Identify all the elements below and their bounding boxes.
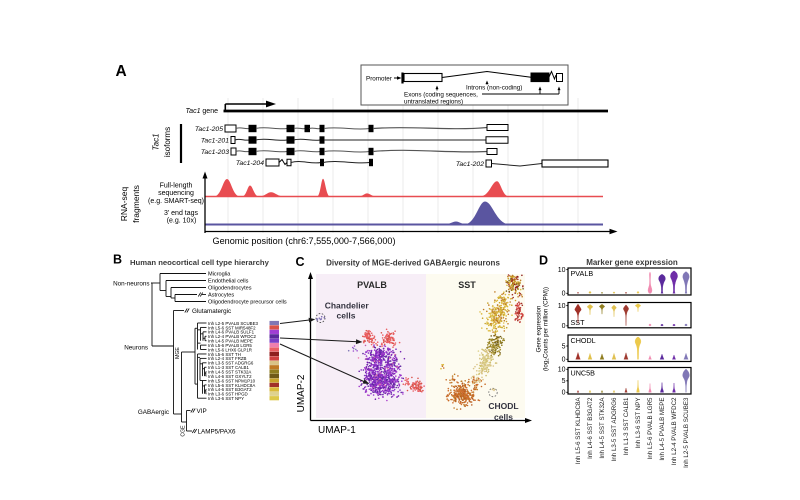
svg-text:Promoter: Promoter bbox=[366, 76, 392, 83]
svg-text:Inh L3-6 SST NPY: Inh L3-6 SST NPY bbox=[208, 396, 244, 401]
svg-text:RNA-seq: RNA-seq bbox=[119, 186, 129, 221]
svg-text:Astrocytes: Astrocytes bbox=[208, 293, 234, 299]
svg-text:UNC5B: UNC5B bbox=[571, 369, 596, 378]
svg-text:GABAergic: GABAergic bbox=[138, 409, 169, 416]
svg-text:10: 10 bbox=[558, 267, 566, 274]
svg-text:10: 10 bbox=[558, 303, 566, 310]
svg-text:0: 0 bbox=[562, 323, 566, 330]
svg-text:Gene expression: Gene expression bbox=[536, 305, 543, 352]
svg-text:Inh L4-5 SST STK32A: Inh L4-5 SST STK32A bbox=[599, 397, 606, 459]
svg-text:0: 0 bbox=[562, 291, 566, 298]
svg-text:Diversity of MGE-derived GABAe: Diversity of MGE-derived GABAergic neuro… bbox=[326, 259, 500, 268]
svg-text:Inh L3-6 SST NPY: Inh L3-6 SST NPY bbox=[635, 398, 642, 449]
svg-text:Full-length: Full-length bbox=[160, 182, 193, 189]
svg-text:fragments: fragments bbox=[131, 185, 141, 223]
svg-text:0: 0 bbox=[562, 390, 566, 397]
svg-text:Inh L2-4 PVALB WFDC2: Inh L2-4 PVALB WFDC2 bbox=[671, 397, 678, 465]
svg-text:Tac1 gene: Tac1 gene bbox=[186, 108, 219, 115]
svg-text:Inh L4-5 PVALB MEPE: Inh L4-5 PVALB MEPE bbox=[659, 398, 666, 461]
svg-text:cells: cells bbox=[337, 311, 356, 321]
svg-text:Chandelier: Chandelier bbox=[325, 301, 370, 311]
svg-text:Glutamatergic: Glutamatergic bbox=[192, 308, 231, 315]
svg-text:Tac1: Tac1 bbox=[152, 133, 161, 150]
svg-text:MGE: MGE bbox=[175, 347, 181, 359]
svg-text:C: C bbox=[296, 255, 305, 269]
svg-text:10: 10 bbox=[558, 367, 566, 374]
svg-text:Tac1-205: Tac1-205 bbox=[195, 126, 223, 133]
svg-text:Tac1-202: Tac1-202 bbox=[456, 161, 484, 168]
svg-text:Inh L3-5 SST ADGRG6: Inh L3-5 SST ADGRG6 bbox=[611, 397, 618, 461]
svg-text:CGE: CGE bbox=[180, 425, 186, 437]
svg-text:Inh L4-6 SST GXYLT2: Inh L4-6 SST GXYLT2 bbox=[208, 374, 252, 379]
svg-text:Inh L2-4 PVALB WFDC2: Inh L2-4 PVALB WFDC2 bbox=[208, 334, 257, 339]
svg-text:Inh L2-4 SST FRZB: Inh L2-4 SST FRZB bbox=[208, 356, 247, 361]
svg-text:Tac1-204: Tac1-204 bbox=[236, 160, 264, 167]
svg-text:Oligodendrocytes: Oligodendrocytes bbox=[208, 286, 252, 292]
svg-text:cells: cells bbox=[494, 412, 513, 422]
svg-text:Inh L5-6 SST KLHDC8A: Inh L5-6 SST KLHDC8A bbox=[575, 397, 582, 464]
svg-text:Human neocortical cell type hi: Human neocortical cell type hierarchy bbox=[130, 258, 270, 267]
svg-text:Inh L5-6 PVALB LGR5: Inh L5-6 PVALB LGR5 bbox=[208, 343, 252, 348]
svg-text:(e.g. 10x): (e.g. 10x) bbox=[167, 217, 197, 224]
svg-text:CHODL: CHODL bbox=[571, 336, 596, 345]
svg-text:isoforms: isoforms bbox=[163, 127, 172, 157]
svg-text:VIP: VIP bbox=[197, 408, 207, 415]
svg-text:sequencing: sequencing bbox=[158, 190, 194, 197]
svg-text:UMAP-1: UMAP-1 bbox=[318, 425, 356, 436]
svg-text:Introns (non-coding): Introns (non-coding) bbox=[466, 85, 522, 92]
svg-text:Inh L5-6 SST NPM1P10: Inh L5-6 SST NPM1P10 bbox=[208, 378, 256, 383]
svg-text:Inh L3-5 SST ADGRG6: Inh L3-5 SST ADGRG6 bbox=[208, 361, 254, 366]
svg-text:Inh L3-6 SST HPGD: Inh L3-6 SST HPGD bbox=[208, 392, 248, 397]
svg-text:5: 5 bbox=[562, 343, 566, 350]
svg-text:Tac1-201: Tac1-201 bbox=[201, 137, 229, 144]
svg-text:Inh L2-5 PVALB SCUBE3: Inh L2-5 PVALB SCUBE3 bbox=[683, 397, 690, 468]
svg-text:0: 0 bbox=[562, 357, 566, 364]
svg-text:Endothelial cells: Endothelial cells bbox=[208, 279, 249, 285]
svg-text:Oligodendrocyte precursor cell: Oligodendrocyte precursor cells bbox=[208, 300, 287, 306]
svg-text:Tac1-203: Tac1-203 bbox=[201, 149, 229, 156]
svg-text:Inh L2-5 PVALB SCUBE3: Inh L2-5 PVALB SCUBE3 bbox=[208, 321, 259, 326]
svg-text:A: A bbox=[116, 63, 127, 80]
svg-text:Inh L4-6 PVALB SULF1: Inh L4-6 PVALB SULF1 bbox=[208, 330, 255, 335]
svg-text:(log2Counts per million (CPM)): (log2Counts per million (CPM)) bbox=[543, 287, 550, 371]
svg-text:UMAP-2: UMAP-2 bbox=[296, 374, 307, 412]
svg-text:CHODL: CHODL bbox=[488, 401, 518, 411]
svg-text:3' end tags: 3' end tags bbox=[164, 210, 199, 217]
svg-text:Neurons: Neurons bbox=[124, 344, 148, 351]
svg-text:Exons (coding sequences,: Exons (coding sequences, bbox=[404, 92, 478, 99]
svg-text:B: B bbox=[113, 253, 122, 267]
svg-text:D: D bbox=[539, 254, 548, 268]
svg-text:Microglia: Microglia bbox=[208, 272, 231, 278]
svg-text:SST: SST bbox=[458, 280, 476, 290]
svg-text:Inh L5-6 SST KLHDC8A: Inh L5-6 SST KLHDC8A bbox=[208, 383, 255, 388]
svg-text:Marker gene expression: Marker gene expression bbox=[586, 258, 678, 267]
svg-text:Inh L5-6 LHX6 GLP1R: Inh L5-6 LHX6 GLP1R bbox=[208, 347, 252, 352]
svg-text:Inh L4-6 SST B3GAT2: Inh L4-6 SST B3GAT2 bbox=[208, 387, 252, 392]
svg-text:Inh L1-3 SST CALB1: Inh L1-3 SST CALB1 bbox=[623, 397, 630, 455]
svg-text:Inh L4-5 SST STK32A: Inh L4-5 SST STK32A bbox=[208, 370, 251, 375]
svg-text:LAMP5/PAX6: LAMP5/PAX6 bbox=[198, 429, 237, 436]
svg-text:PVALB: PVALB bbox=[357, 280, 387, 290]
svg-text:Non-neurons: Non-neurons bbox=[113, 281, 149, 288]
svg-text:Inh L4-6 SST B3GAT2: Inh L4-6 SST B3GAT2 bbox=[587, 397, 594, 459]
svg-text:Genomic position (chr6:7,555,0: Genomic position (chr6:7,555,000-7,566,0… bbox=[213, 236, 396, 246]
svg-text:Inh L4-5 PVALB MEPE: Inh L4-5 PVALB MEPE bbox=[208, 339, 253, 344]
svg-text:(e.g. SMART-seq): (e.g. SMART-seq) bbox=[148, 198, 204, 205]
svg-text:untranslated regions): untranslated regions) bbox=[404, 99, 463, 106]
svg-text:Inh L5-6 SST MIR548F2: Inh L5-6 SST MIR548F2 bbox=[208, 325, 256, 330]
svg-text:5: 5 bbox=[562, 378, 566, 385]
svg-text:Inh L5-6 SST TH: Inh L5-6 SST TH bbox=[208, 352, 241, 357]
svg-text:PVALB: PVALB bbox=[571, 269, 594, 278]
svg-text:Inh L5-6 PVALB LGR5: Inh L5-6 PVALB LGR5 bbox=[647, 397, 654, 459]
svg-text:Inh L1-3 SST CALB1: Inh L1-3 SST CALB1 bbox=[208, 365, 249, 370]
